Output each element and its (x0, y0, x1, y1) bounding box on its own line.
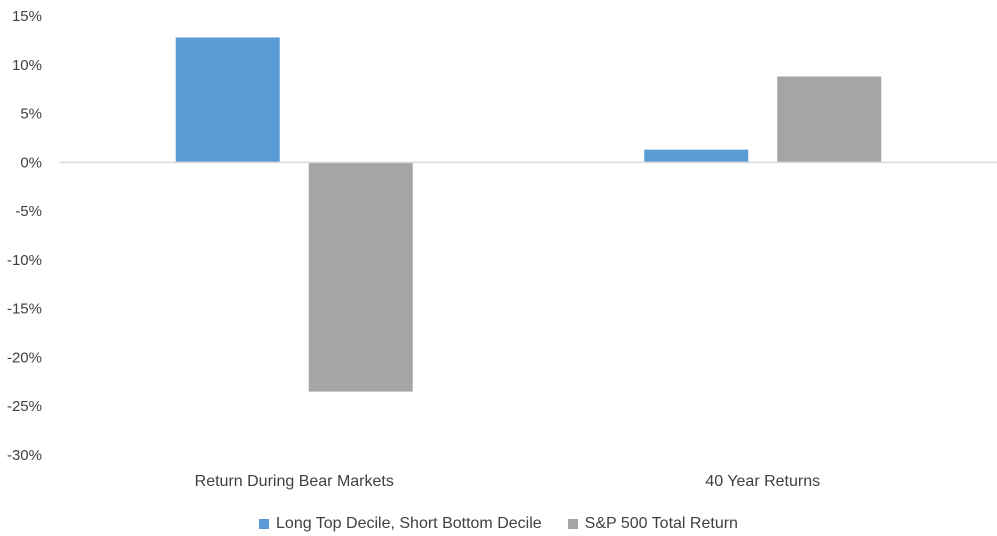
bar-series-1-2 (644, 149, 749, 163)
category-labels: Return During Bear Markets 40 Year Return… (195, 473, 820, 490)
legend-label-series-2: S&P 500 Total Return (584, 515, 738, 532)
legend: Long Top Decile, Short Bottom Decile S&P… (0, 512, 997, 536)
bars (175, 37, 882, 392)
y-tick-label: -25% (7, 398, 42, 415)
legend-item-series-1: Long Top Decile, Short Bottom Decile (259, 515, 542, 533)
y-axis-ticks: 15% 10% 5% 0% -5% -10% -15% -20% -25% -30% (7, 8, 42, 464)
y-tick-label: -5% (15, 203, 42, 220)
legend-item-series-2: S&P 500 Total Return (567, 515, 738, 533)
legend-swatch-series-2 (567, 519, 578, 529)
y-tick-label: 10% (12, 57, 42, 74)
category-label: Return During Bear Markets (195, 473, 394, 490)
y-tick-label: -10% (7, 252, 42, 269)
y-tick-label: -15% (7, 301, 42, 318)
y-tick-label: -30% (7, 447, 42, 464)
y-tick-label: 15% (12, 8, 42, 25)
y-tick-label: 5% (20, 106, 42, 123)
bar-series-2-2 (777, 76, 882, 163)
y-tick-label: 0% (20, 154, 42, 171)
category-label: 40 Year Returns (705, 473, 820, 490)
bar-series-2-1 (308, 162, 413, 392)
legend-label-series-1: Long Top Decile, Short Bottom Decile (276, 515, 542, 532)
bar-chart: 15% 10% 5% 0% -5% -10% -15% -20% -25% -30% Return… (7, 8, 997, 490)
legend-swatch-series-1 (259, 519, 270, 529)
y-tick-label: -20% (7, 349, 42, 366)
bar-series-1-1 (175, 37, 280, 163)
